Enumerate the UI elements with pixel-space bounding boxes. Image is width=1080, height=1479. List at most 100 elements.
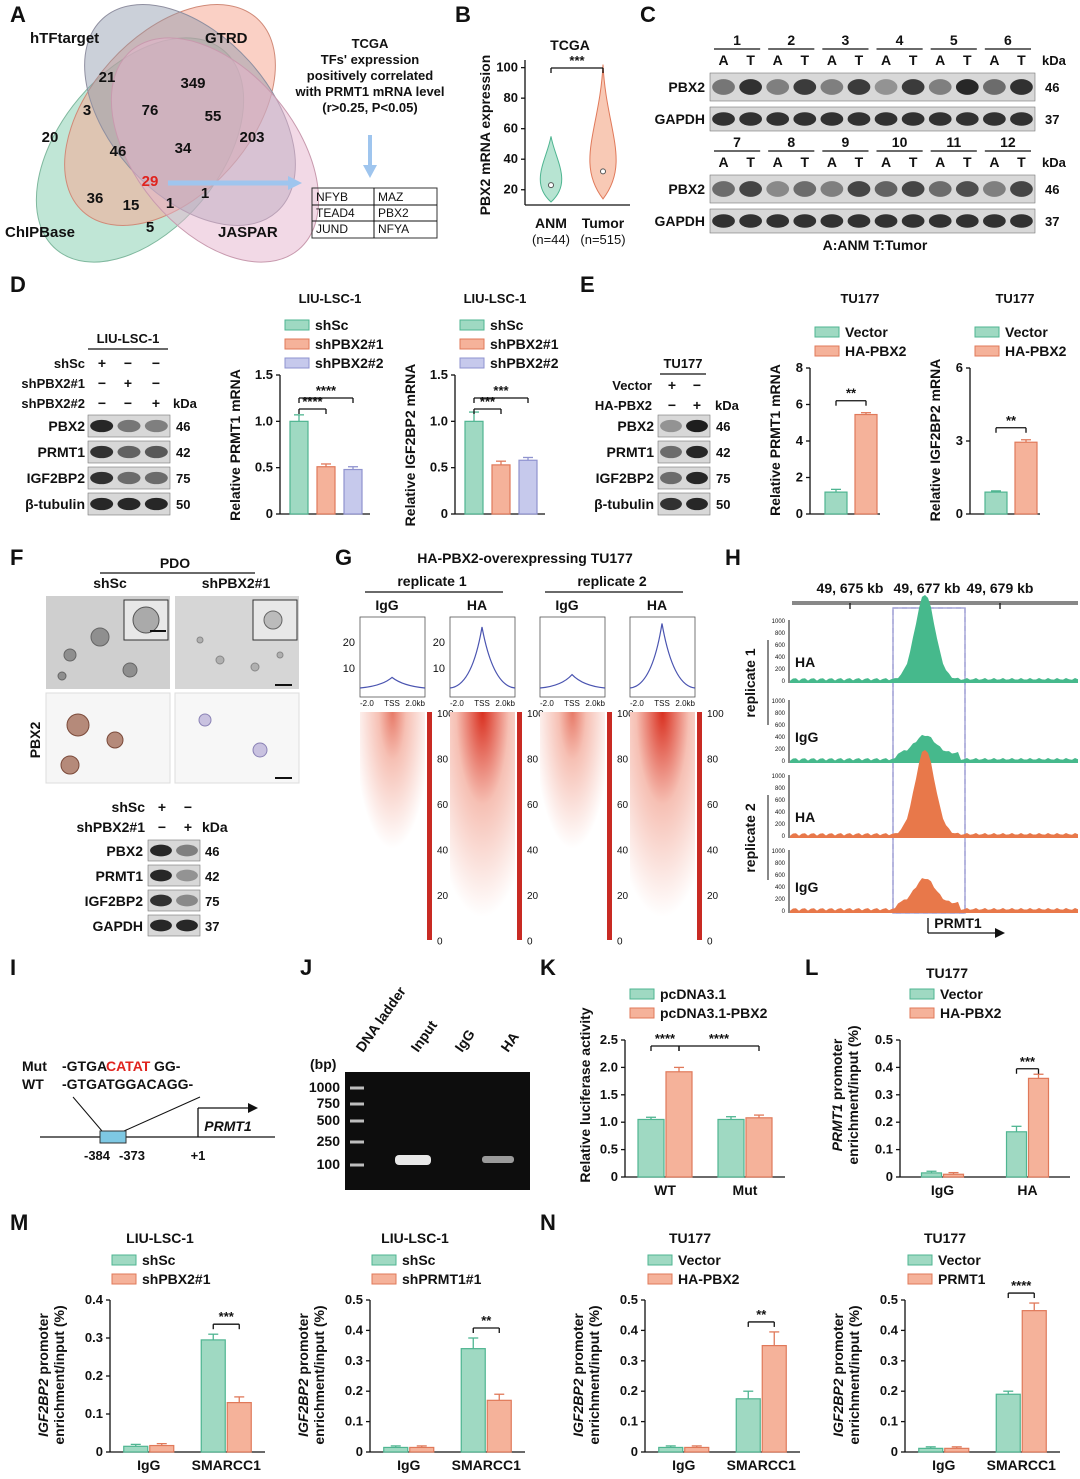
chart-chip-3-legend-swatch [907,1254,933,1266]
blot-d-cond: shSc [54,356,85,371]
chart-chip-0-y-label-gene: IGF2BP2 [35,1378,51,1437]
chart-d-bar [316,466,336,515]
blot-e-row-label: IGF2BP2 [596,470,655,486]
blot-row-label: GAPDH [654,111,705,127]
track-tick: 600 [775,643,786,649]
genome-coord: 49, 679 kb [967,580,1034,596]
chart-l-sig: *** [1020,1054,1036,1069]
organoid [215,655,225,665]
blot-e-row-band [686,497,708,511]
wt-label: WT [22,1076,44,1092]
pdo-ihc-shpbx2 [174,692,300,784]
chart-chip-2-legend-swatch [647,1254,673,1266]
heatmap-scale-label: 80 [617,755,629,766]
chart-chip-0-bar [123,1445,149,1453]
chart-chip-1-group-label: IgG [397,1457,420,1473]
blot-pbx2-membrane [709,72,1036,102]
blot-gapdh-band [928,112,952,126]
chart-chip-2-sig: ** [756,1307,767,1322]
chart-chip-0-tick-label: 0.3 [85,1330,103,1345]
chart-d-legend-swatch [459,338,485,350]
profile-box [539,616,606,698]
chart-chip-2-tick-label: 0.1 [620,1414,638,1429]
gel-marker-label: 100 [317,1156,341,1172]
blot-pair-number: 9 [842,134,850,150]
blot-pbx2-band [874,181,898,197]
tcga-criteria-text: (r>0.25, P<0.05) [322,100,417,115]
blot-d-kda-label: kDa [173,396,198,411]
heatmap-scale-label: 0 [617,937,623,948]
panel-label-b: B [455,2,471,27]
ihc-organoid [198,713,212,727]
heatmap-col-label: HA [467,597,487,613]
chart-l-group-label: IgG [931,1182,954,1198]
blot-pair-number: 3 [842,32,850,48]
gel-ladder-band [350,1163,364,1167]
blot-e-sign: + [668,377,676,393]
blot-pbx2-band [712,181,735,197]
blot-e-row-label: PRMT1 [607,444,655,460]
chart-e-sig: ** [1006,413,1017,428]
blot-f-sign: + [184,819,192,835]
blot-e-sign: − [668,397,676,413]
chart-chip-3-tick-label: 0.1 [880,1414,898,1429]
blot-lane-t: T [801,52,810,68]
ihc-organoid [106,731,124,749]
chart-k-tick-label: 1.0 [600,1114,618,1129]
blot-gapdh-band [874,112,898,126]
blot-d-sign: − [152,355,160,371]
track-tick: 200 [775,822,786,828]
chart-e-bar [854,413,878,515]
chart-l-bar [1005,1131,1028,1178]
blot-e-kda-label: kDa [715,398,740,413]
blot-gapdh-band [847,214,871,228]
chart-chip-1-tick-label: 0.5 [345,1292,363,1307]
chart-chip-3-bar [1021,1310,1047,1453]
heatmap-scale [607,712,612,940]
venn-arrow-head [288,176,302,190]
chart-chip-0-legend-label: shPBX2#1 [142,1271,211,1287]
heatmap-scale-label: 20 [437,891,449,902]
blot-d-row-band [117,445,141,459]
venn-count: 55 [205,108,222,125]
chart-chip-3-bar [944,1447,970,1453]
blot-gapdh-band [955,214,979,228]
blot-d-title: LIU-LSC-1 [97,331,160,346]
chart-d-legend-swatch [284,338,310,350]
chart-chip-1-tick-label: 0.3 [345,1353,363,1368]
chart-chip-2-tick-label: 0.5 [620,1292,638,1307]
blot-d-row-band [90,471,114,485]
chart-chip-0-legend-label: shSc [142,1252,176,1268]
venn-count: 36 [87,190,104,207]
blot-gapdh-band [1010,112,1033,126]
chart-k-legend-label: pcDNA3.1 [660,986,726,1002]
profile-curve [539,673,606,689]
chart-chip-1-y-label2: enrichment/input (%) [311,1305,327,1444]
blot-d-row-band [90,419,114,433]
venn-count: 1 [166,195,174,212]
chart-chip-2-y-label2: enrichment/input (%) [586,1305,602,1444]
chart-e-sig: ** [846,386,857,401]
track-tick: 400 [775,810,786,816]
chart-e-legend-swatch [974,326,1000,338]
panel-label-n: N [540,1210,556,1235]
chart-chip-2-y-label: IGF2BP2 promoter [570,1313,586,1437]
chart-e-y-label: Relative PRMT1 mRNA [767,364,783,516]
blot-gapdh-membrane [709,208,1036,234]
chart-chip-0-tick-label: 0.1 [85,1406,103,1421]
gel-marker-label: 500 [317,1112,341,1128]
track-tick: 400 [775,735,786,741]
track-signal [790,878,1078,913]
blot-f-row-label: PBX2 [106,843,143,859]
blot-pbx2-band [793,181,817,197]
blot-gapdh-band [712,112,735,126]
track-signal [790,734,1078,763]
panel-label-c: C [640,2,656,27]
blot-e-kda: 50 [716,497,730,512]
violin-tick-label: 100 [496,60,518,75]
blot-lane-t: T [1017,52,1026,68]
track-replicate-label: replicate 2 [742,803,758,872]
blot-f-row-band [150,894,172,907]
panel-label-d: D [10,272,26,297]
